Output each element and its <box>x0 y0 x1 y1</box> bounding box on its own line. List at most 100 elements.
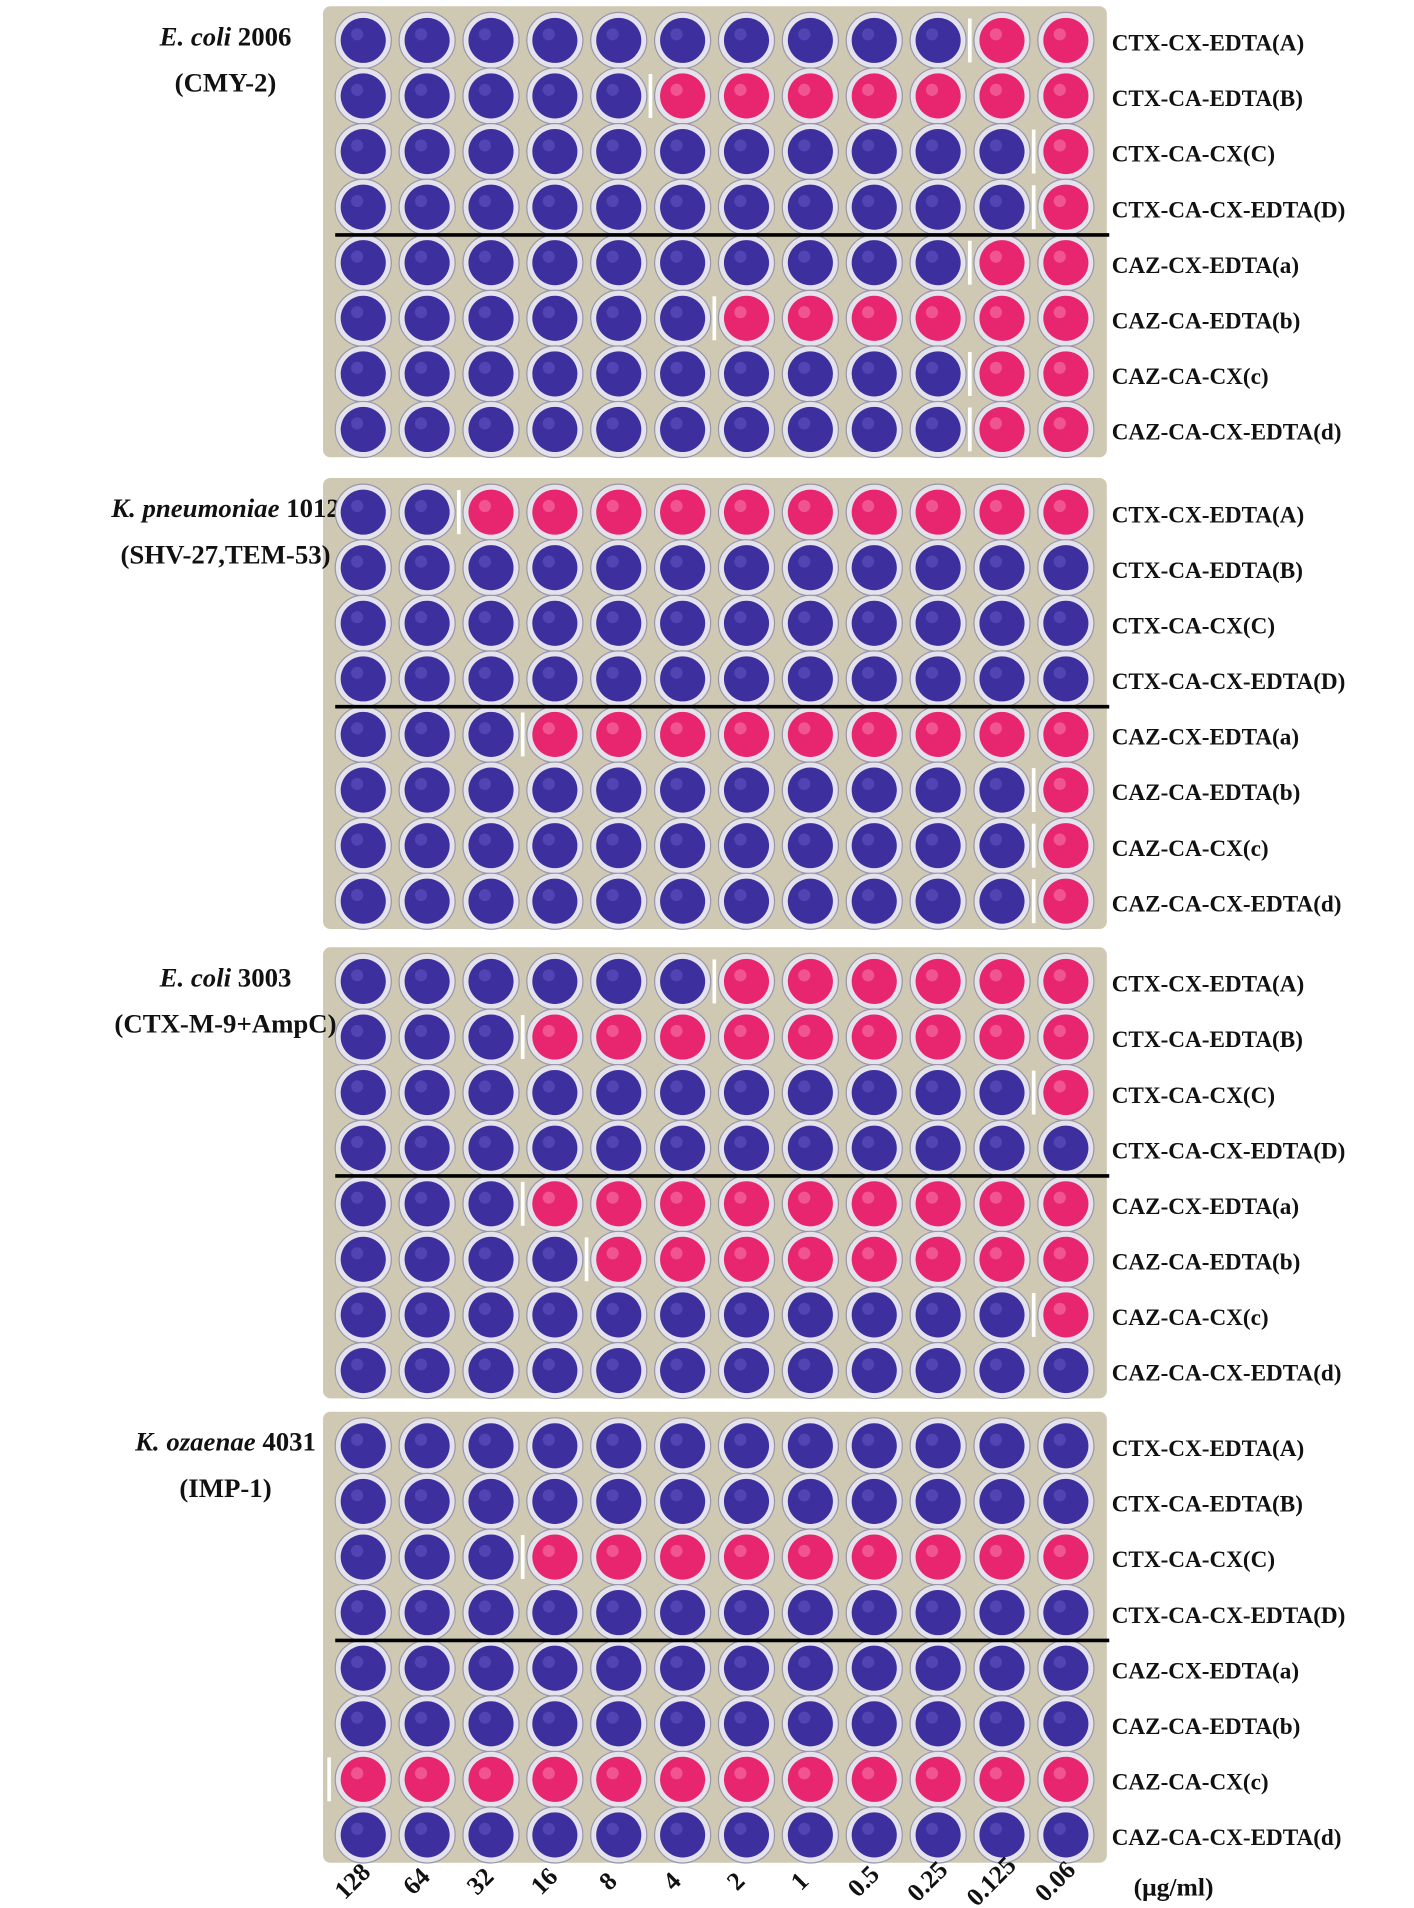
well-shine <box>415 1545 427 1557</box>
well-shine <box>1054 251 1066 263</box>
well <box>852 879 897 924</box>
well-shine <box>1054 1712 1066 1724</box>
well <box>532 296 577 341</box>
well-shine <box>479 1136 491 1148</box>
well <box>916 656 961 701</box>
well-shine <box>607 833 619 845</box>
well <box>596 1812 641 1857</box>
well <box>852 296 897 341</box>
row-label: CAZ-CA-EDTA(b) <box>1112 1714 1301 1740</box>
well <box>532 1237 577 1282</box>
well <box>788 1812 833 1857</box>
well <box>788 240 833 285</box>
well-shine <box>543 1434 555 1446</box>
well-shine <box>734 1025 746 1037</box>
well <box>916 185 961 230</box>
well <box>724 1292 769 1337</box>
well-shine <box>990 28 1002 40</box>
well <box>596 712 641 757</box>
well-shine <box>415 1025 427 1037</box>
well-shine <box>351 1080 363 1092</box>
well <box>916 73 961 118</box>
well <box>660 1292 705 1337</box>
well-shine <box>798 722 810 734</box>
well <box>532 490 577 535</box>
well <box>916 1070 961 1115</box>
well <box>979 1237 1024 1282</box>
concentration-label: 128 <box>329 1857 377 1905</box>
well-shine <box>862 1025 874 1037</box>
well <box>852 767 897 812</box>
well-shine <box>607 1767 619 1779</box>
well <box>916 959 961 1004</box>
well <box>532 240 577 285</box>
well-shine <box>670 1080 682 1092</box>
row-label: CAZ-CX-EDTA(a) <box>1112 1658 1299 1684</box>
well <box>724 1479 769 1524</box>
well <box>405 1646 450 1691</box>
well-shine <box>734 1303 746 1315</box>
well <box>532 73 577 118</box>
well <box>1043 240 1088 285</box>
well-shine <box>1054 778 1066 790</box>
well <box>596 879 641 924</box>
well-shine <box>798 139 810 151</box>
well <box>341 407 386 452</box>
row-label: CAZ-CX-EDTA(a) <box>1112 253 1299 279</box>
well <box>1043 407 1088 452</box>
well <box>1043 545 1088 590</box>
well <box>788 1126 833 1171</box>
organism-label: K. ozaenae 4031 <box>134 1427 316 1457</box>
concentration-label: 0.5 <box>842 1860 885 1903</box>
well-shine <box>734 1192 746 1204</box>
well-shine <box>543 556 555 568</box>
row-label: CTX-CA-CX(C) <box>1112 142 1275 168</box>
well-shine <box>734 833 746 845</box>
well <box>532 1534 577 1579</box>
well-shine <box>607 1656 619 1668</box>
well-shine <box>734 667 746 679</box>
well <box>660 407 705 452</box>
well <box>1043 73 1088 118</box>
well-shine <box>607 556 619 568</box>
row-label: CTX-CA-CX(C) <box>1112 1547 1275 1573</box>
well <box>660 73 705 118</box>
well-shine <box>543 362 555 374</box>
well-shine <box>670 28 682 40</box>
well <box>596 656 641 701</box>
well-shine <box>351 28 363 40</box>
well-shine <box>415 1823 427 1835</box>
well-shine <box>670 306 682 318</box>
row-label: CAZ-CA-CX(c) <box>1112 836 1269 862</box>
well <box>916 879 961 924</box>
well <box>979 351 1024 396</box>
well-shine <box>670 1823 682 1835</box>
well <box>1043 185 1088 230</box>
well <box>916 1237 961 1282</box>
well-shine <box>670 778 682 790</box>
well-shine <box>798 1545 810 1557</box>
well-shine <box>862 1656 874 1668</box>
well <box>405 1181 450 1226</box>
well-shine <box>926 1545 938 1557</box>
well <box>979 545 1024 590</box>
well <box>405 823 450 868</box>
well <box>660 1757 705 1802</box>
well <box>724 1812 769 1857</box>
well-shine <box>607 500 619 512</box>
row-label: CTX-CA-CX-EDTA(D) <box>1112 1138 1346 1164</box>
well <box>724 767 769 812</box>
well-shine <box>1054 1656 1066 1668</box>
well-shine <box>734 84 746 96</box>
well-shine <box>479 1358 491 1370</box>
well-shine <box>670 1767 682 1779</box>
well <box>660 959 705 1004</box>
well-shine <box>1054 1025 1066 1037</box>
well <box>341 1181 386 1226</box>
well <box>468 18 513 63</box>
well <box>979 1701 1024 1746</box>
well-shine <box>543 778 555 790</box>
well-shine <box>862 1712 874 1724</box>
row-label: CTX-CA-EDTA(B) <box>1112 558 1303 584</box>
well <box>532 18 577 63</box>
